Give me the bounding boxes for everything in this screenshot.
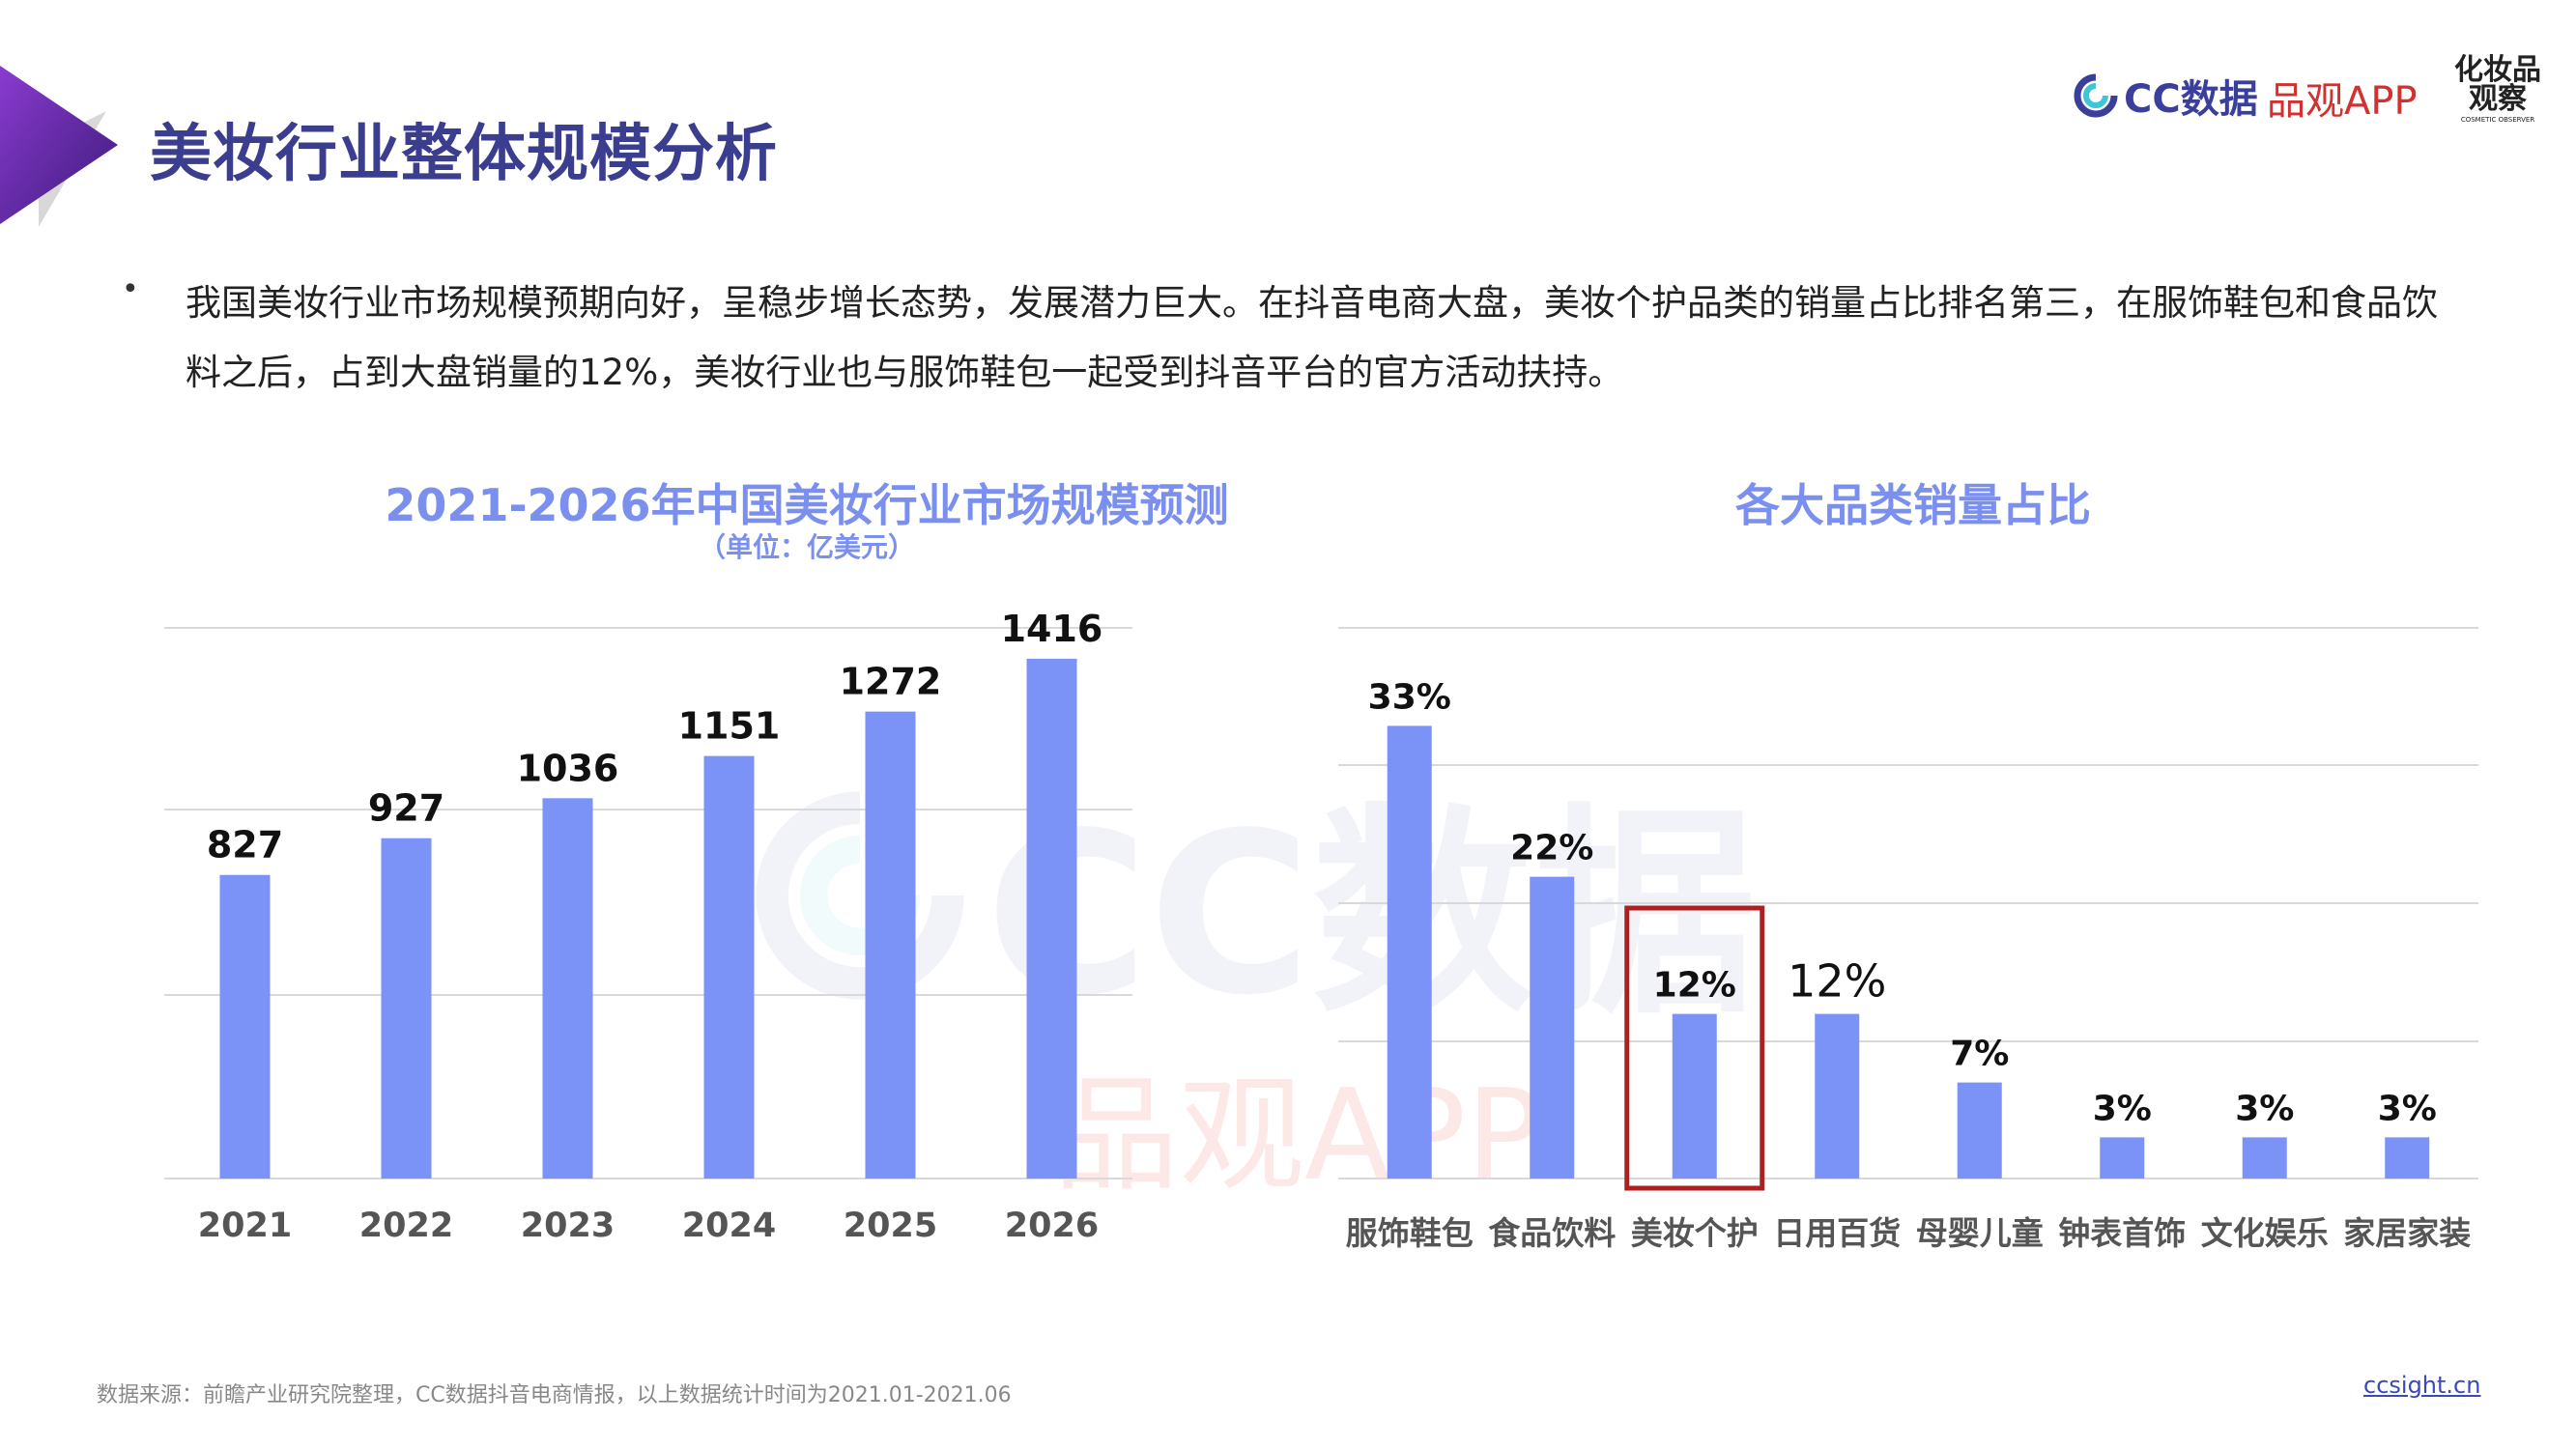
chart1-value-label: 1416 <box>1001 608 1103 650</box>
chart2-highlight-box <box>1624 905 1765 1191</box>
chart2-bar <box>1672 1013 1717 1179</box>
chart2-value-label: 22% <box>1510 829 1593 868</box>
chart2-bar <box>1957 1082 2002 1179</box>
chart2-tick-label: 文化娱乐 <box>2201 1214 2329 1252</box>
chart2-tick-label: 服饰鞋包 <box>1346 1214 1474 1252</box>
corner-triangle-decoration <box>0 66 118 227</box>
chart2-tick-label: 日用百货 <box>1773 1214 1901 1252</box>
chart2-bar <box>1387 725 1432 1179</box>
chart1-tick-label: 2026 <box>1005 1207 1099 1245</box>
chart2-bar <box>1530 876 1575 1179</box>
pinguan-logo: 品观APP <box>2267 79 2418 124</box>
chart2-title: 各大品类销量占比 <box>1735 479 2091 531</box>
data-source-note: 数据来源：前瞻产业研究院整理，CC数据抖音电商情报，以上数据统计时间为2021.… <box>97 1383 1012 1407</box>
chart2-value-label: 3% <box>2378 1089 2437 1128</box>
chart2-tick-label: 美妆个护 <box>1631 1214 1759 1252</box>
chart2-value-label: 3% <box>2093 1089 2152 1128</box>
chart1-bar <box>703 755 755 1179</box>
chart2-bar <box>2385 1137 2430 1179</box>
chart2-value-label: 12% <box>1788 955 1886 1008</box>
chart1-value-label: 827 <box>207 824 283 867</box>
chart2-value-label: 7% <box>1950 1035 2009 1074</box>
cosmetic-observer-subtitle: COSMETIC OBSERVER <box>2460 116 2535 124</box>
cc-data-logo: CC数据 <box>2074 68 2258 124</box>
page-title: 美妆行业整体规模分析 <box>150 119 778 190</box>
chart2-bar <box>2242 1137 2287 1179</box>
intro-paragraph: 我国美妆行业市场规模预期向好，呈稳步增长态势，发展潜力巨大。在抖音电商大盘，美妆… <box>186 282 2438 393</box>
chart1-tick-label: 2024 <box>682 1207 776 1245</box>
chart2-tick-label: 母婴儿童 <box>1916 1214 2044 1252</box>
cc-logo-icon <box>2074 73 2118 118</box>
chart1-value-label: 1272 <box>840 661 942 703</box>
chart2-tick-label: 钟表首饰 <box>2058 1214 2186 1252</box>
cosmetic-observer-logo: 化妆品观察 COSMETIC OBSERVER <box>2445 53 2551 125</box>
chart1-title: 2021-2026年中国美妆行业市场规模预测 <box>385 479 1229 531</box>
chart2-tick-label: 家居家装 <box>2343 1214 2471 1252</box>
chart1-bar <box>219 874 271 1179</box>
chart2-value-label: 33% <box>1368 677 1451 717</box>
chart1-tick-label: 2025 <box>844 1207 937 1245</box>
site-link[interactable]: ccsight.cn <box>2363 1372 2481 1399</box>
chart1-tick-label: 2023 <box>521 1207 615 1245</box>
bullet-point: • <box>122 272 139 306</box>
chart1-value-label: 1036 <box>517 747 619 789</box>
chart1-bar <box>542 798 593 1179</box>
chart2-bar <box>2100 1137 2145 1179</box>
chart1-bar <box>1026 658 1077 1179</box>
chart2-value-label: 12% <box>1653 966 1736 1006</box>
chart2-value-label: 3% <box>2235 1089 2294 1128</box>
chart1-tick-label: 2021 <box>198 1207 292 1245</box>
chart1-bar <box>381 838 432 1179</box>
cc-logo-text: CC数据 <box>2124 77 2258 122</box>
chart2-bar <box>1815 1013 1860 1179</box>
chart2-tick-label: 食品饮料 <box>1488 1214 1616 1252</box>
chart1-subtitle: （单位：亿美元） <box>698 531 915 563</box>
chart1-tick-label: 2022 <box>359 1207 453 1245</box>
cosmetic-observer-title: 化妆品观察 <box>2454 53 2541 116</box>
chart1-value-label: 927 <box>368 787 444 830</box>
chart1-value-label: 1151 <box>678 705 781 748</box>
chart1-bar <box>865 711 916 1179</box>
